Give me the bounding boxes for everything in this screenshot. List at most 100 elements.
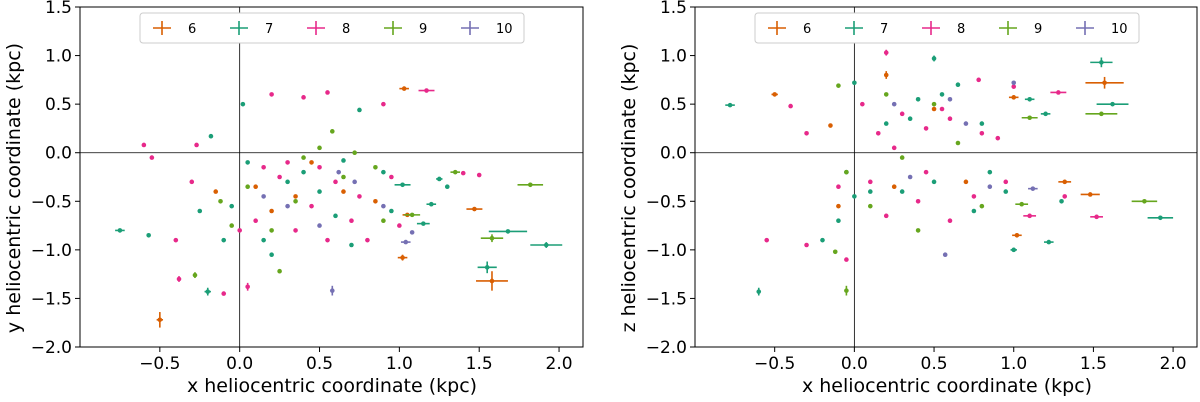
data-point-series-7 [197,208,203,214]
data-marker [1019,201,1024,207]
y-tick-label: 0.0 [660,144,687,164]
data-point-series-7 [915,96,921,102]
data-marker [963,121,969,126]
data-marker [963,179,969,185]
data-point-series-8 [976,77,981,83]
data-point-series-7 [530,242,563,248]
data-marker [317,164,322,170]
data-point-series-8 [899,111,905,117]
data-marker [409,230,415,235]
data-point-series-6 [341,189,346,194]
y-tick-label: −1.5 [31,289,72,309]
data-marker [341,174,346,180]
data-point-series-6 [771,92,778,97]
data-marker [245,284,250,290]
data-point-series-6 [309,160,314,165]
data-marker [883,92,889,97]
x-tick-label: 1.0 [1000,354,1027,374]
data-marker [1003,179,1009,185]
data-marker [240,101,246,107]
data-point-series-7 [381,169,386,175]
data-marker [907,116,913,122]
data-point-series-7 [899,189,905,194]
data-marker [987,184,993,190]
data-marker [1011,95,1017,100]
data-marker [333,179,338,185]
data-marker [317,223,322,228]
data-marker [931,179,937,185]
legend-label: 9 [1034,22,1042,37]
data-marker [995,135,1001,141]
xz-scatter-panel: z heliocentric coordinate (kpc) x helioc… [618,0,1198,397]
data-point-series-9 [229,223,234,228]
data-marker [357,107,362,113]
data-point-series-10 [329,285,335,296]
data-marker [1003,189,1009,194]
data-marker [1030,186,1036,191]
data-point-series-8 [891,145,897,151]
data-marker [285,160,290,165]
data-point-series-9 [979,203,985,209]
data-marker [836,203,841,209]
data-marker [883,121,889,126]
data-point-series-9 [1085,111,1118,117]
data-marker [403,239,409,245]
legend-item-10: 10 [461,21,513,37]
data-point-series-7 [229,203,234,209]
data-marker [1062,179,1068,185]
x-tick-label: 0.5 [921,354,948,374]
data-point-series-8 [325,90,330,95]
data-marker [832,249,838,255]
data-marker [357,194,362,199]
data-marker [253,218,258,224]
data-point-series-8 [333,179,338,185]
data-marker [1027,96,1032,102]
data-marker [844,169,849,175]
data-point-series-9 [341,174,346,180]
data-point-series-7 [488,229,528,234]
data-point-series-9 [844,285,849,296]
data-point-series-7 [317,189,322,194]
data-point-series-8 [1011,84,1017,89]
data-point-series-7 [204,287,211,296]
legend-label: 9 [419,22,427,37]
data-marker [424,88,429,93]
data-point-series-7 [931,179,937,185]
data-point-series-8 [389,174,394,180]
data-marker [976,77,981,83]
data-point-series-9 [915,228,921,233]
data-marker [947,218,953,224]
data-marker [883,50,889,55]
data-point-series-9 [245,184,250,190]
data-point-series-6 [397,254,408,261]
data-marker [365,237,370,243]
data-point-series-7 [756,287,762,296]
legend-label: 6 [188,22,196,37]
data-point-series-10 [987,184,993,190]
data-marker [899,155,905,160]
data-point-series-7 [349,242,354,248]
data-point-series-7 [1059,198,1064,204]
data-point-series-6 [1012,232,1022,238]
data-marker [942,252,948,258]
data-point-series-9 [373,164,378,170]
data-marker [381,169,386,175]
data-marker [373,198,378,204]
data-marker [923,126,929,131]
data-point-series-10 [336,169,341,175]
data-marker [245,184,250,190]
data-marker [349,218,354,224]
data-point-series-10 [317,223,322,228]
data-point-series-7 [725,102,735,108]
x-tick-label: −0.5 [754,354,795,374]
x-tick-label: 0.0 [226,354,253,374]
legend-item-7: 7 [845,21,888,37]
data-marker [261,164,266,170]
data-point-series-10 [1011,80,1017,86]
data-marker [1094,214,1099,220]
data-marker [285,179,290,185]
data-point-series-8 [309,203,314,209]
y-tick-label: 0.0 [45,144,72,164]
data-point-series-7 [115,228,125,233]
y-tick-label: −1.0 [31,241,72,261]
